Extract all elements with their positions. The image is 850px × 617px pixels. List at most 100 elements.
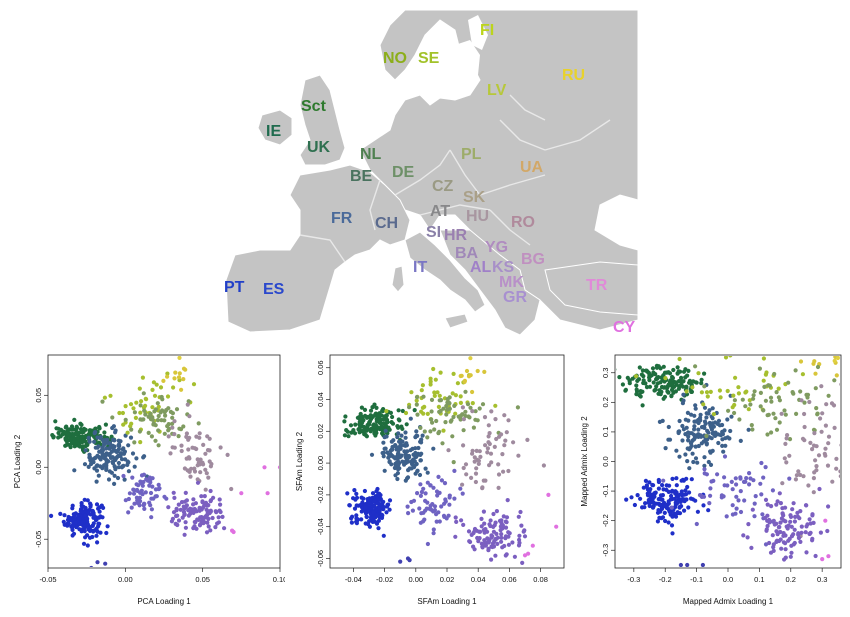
data-point [642, 505, 647, 510]
data-point [763, 497, 769, 502]
data-point [172, 376, 177, 381]
data-point [673, 380, 678, 385]
data-point [102, 430, 107, 435]
data-point [748, 402, 753, 407]
data-point [730, 487, 735, 492]
data-point [767, 383, 772, 388]
data-point [371, 510, 376, 515]
data-point [647, 480, 652, 485]
data-point [669, 505, 674, 510]
data-point [70, 523, 76, 528]
data-point [770, 533, 775, 538]
data-point [208, 488, 213, 494]
data-point [49, 513, 54, 518]
data-point [807, 517, 812, 522]
data-point [454, 519, 459, 524]
data-point [677, 454, 682, 459]
data-point [475, 368, 480, 374]
data-point [793, 477, 798, 482]
y-tick-label: 0.04 [316, 392, 325, 407]
data-point [70, 527, 75, 532]
data-point [482, 415, 488, 420]
data-point [431, 527, 436, 532]
data-point [702, 384, 707, 389]
data-point [130, 475, 135, 480]
data-point [704, 415, 709, 420]
data-point [128, 435, 134, 440]
data-point [805, 522, 810, 527]
data-point [354, 503, 359, 508]
y-tick-label: 0.3 [601, 368, 610, 378]
data-point [819, 429, 824, 434]
data-point [411, 498, 417, 503]
label-SE: SE [418, 50, 440, 67]
data-point [791, 532, 796, 537]
data-point [367, 519, 372, 524]
data-point [168, 451, 173, 456]
data-point [141, 455, 146, 460]
data-point [486, 434, 491, 439]
data-point [799, 530, 804, 535]
data-point [676, 430, 681, 436]
data-point [798, 509, 803, 514]
data-point [201, 442, 206, 447]
data-point [696, 427, 701, 432]
data-point [810, 447, 815, 452]
data-point [165, 374, 170, 379]
data-point [677, 356, 682, 362]
data-point [150, 387, 155, 392]
data-point [429, 417, 434, 422]
data-point [765, 523, 770, 529]
data-point [488, 523, 493, 529]
data-point [826, 434, 832, 439]
data-point [475, 535, 480, 541]
data-point [702, 463, 707, 468]
data-point [775, 499, 780, 504]
data-point [213, 509, 218, 514]
data-point [359, 495, 364, 500]
data-point [153, 438, 158, 443]
data-point [701, 503, 706, 508]
data-point [116, 453, 121, 458]
data-point [62, 513, 67, 518]
data-point [166, 428, 171, 433]
data-point [353, 422, 358, 427]
data-point [501, 469, 506, 474]
data-point [389, 462, 394, 467]
x-tick-label: 0.06 [502, 575, 517, 584]
data-point [616, 368, 617, 371]
data-point [447, 495, 452, 500]
y-tick-label: 0.00 [316, 456, 325, 471]
data-point [488, 518, 493, 523]
data-point [170, 445, 175, 450]
data-point [379, 515, 385, 520]
data-point [713, 420, 718, 425]
data-point [142, 408, 147, 413]
data-point [502, 443, 507, 448]
data-point [83, 448, 88, 453]
data-point [95, 454, 100, 459]
data-point [460, 412, 465, 417]
data-point [364, 426, 369, 431]
x-tick-label: 0.04 [471, 575, 486, 584]
data-point [399, 424, 404, 429]
data-point [367, 500, 372, 505]
data-point [666, 520, 671, 525]
data-point [122, 449, 127, 454]
data-point [765, 432, 770, 437]
data-point [716, 440, 721, 446]
data-point [693, 456, 699, 461]
data-point [414, 433, 419, 438]
data-point [627, 378, 632, 383]
data-point [140, 375, 145, 380]
data-point [666, 370, 671, 375]
data-point [826, 393, 831, 398]
data-point [798, 539, 803, 544]
data-point [478, 529, 483, 534]
data-point [135, 487, 140, 493]
data-point [425, 541, 430, 547]
x-tick-label: 0.00 [118, 575, 133, 584]
data-point [171, 490, 176, 495]
data-point [418, 493, 423, 498]
data-point [738, 476, 743, 481]
